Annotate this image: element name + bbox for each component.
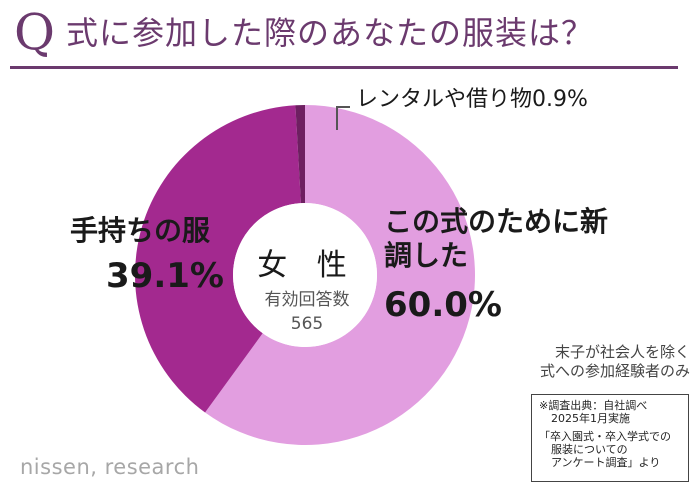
label-rental: レンタルや借り物0.9%: [356, 87, 588, 112]
pie-slice-1: [134, 105, 301, 413]
value-new-purchase: 60.0%: [384, 285, 502, 325]
donut-hole: [233, 203, 377, 347]
center-respondent-count: 565: [290, 314, 324, 334]
question-mark-q: Q: [14, 3, 55, 61]
pie-slice-2: [295, 105, 305, 204]
center-sub-label: 有効回答数: [264, 290, 350, 310]
label-owned-clothes: 手持ちの服: [70, 214, 211, 247]
sample-note-line: 式への参加経験者のみ: [539, 362, 690, 380]
source-line: 「卒入園式・卒入学式での: [539, 430, 671, 443]
sample-note: 末子が社会人を除く 式への参加経験者のみ: [490, 343, 690, 381]
leader-line-tick: [336, 106, 350, 108]
sample-note-line: 末子が社会人を除く: [554, 343, 690, 361]
label-new-purchase: この式のために新調した: [384, 205, 609, 272]
leader-line: [336, 106, 338, 130]
title-underline: [10, 66, 678, 69]
source-line: 服装についての: [551, 443, 628, 456]
pie-slice-0: [205, 105, 475, 446]
page-title: 式に参加した際のあなたの服装は？: [66, 14, 595, 52]
source-box: ※調査出典：自社調べ 2025年1月実施 「卒入園式・卒入学式での 服装について…: [531, 394, 689, 482]
source-line: ※調査出典：自社調べ: [539, 399, 648, 412]
center-label: 女 性: [257, 248, 357, 283]
source-line: 2025年1月実施: [551, 412, 630, 425]
brand-logo: nissen, research: [20, 455, 200, 479]
source-line: アンケート調査」より: [551, 456, 661, 469]
value-owned-clothes: 39.1%: [106, 256, 224, 296]
